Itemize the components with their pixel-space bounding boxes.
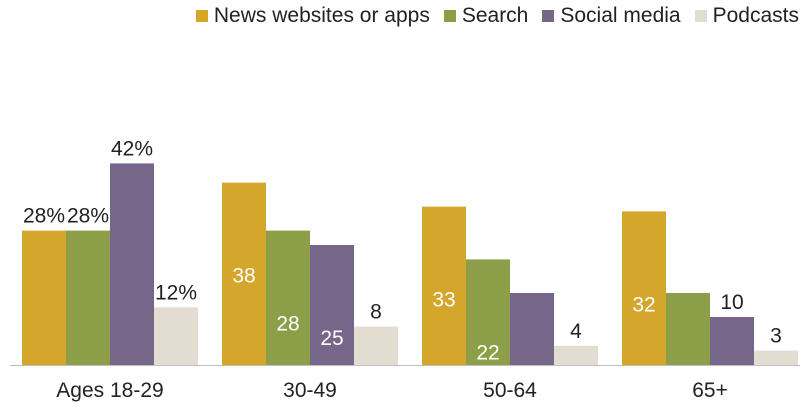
bar-news-65 [622, 211, 666, 365]
legend-label-social-media: Social media [560, 4, 681, 27]
data-label-podcasts-50-64: 4 [570, 320, 582, 343]
data-label-search-30-49: 28 [276, 313, 299, 336]
bar-social-media-65 [710, 317, 754, 365]
legend-swatch-social-media [542, 10, 555, 22]
data-label-search-65: 15 [676, 375, 699, 398]
bar-social-media-50-64 [510, 293, 554, 365]
legend-item-search: Search [443, 4, 529, 28]
legend-label-podcasts: Podcasts [712, 4, 799, 27]
data-label-podcasts-ages-18-29: 12% [155, 281, 197, 304]
legend-swatch-podcasts [694, 10, 707, 22]
data-label-podcasts-30-49: 8 [370, 301, 382, 324]
category-label-30-49: 30-49 [283, 379, 337, 402]
data-label-search-ages-18-29: 28% [67, 205, 109, 228]
data-label-social-media-65: 10 [720, 291, 743, 314]
category-label-65: 65+ [692, 379, 728, 402]
legend-label-news: News websites or apps [213, 4, 430, 27]
category-label-50-64: 50-64 [483, 379, 537, 402]
data-label-news-30-49: 38 [232, 265, 255, 288]
data-label-social-media-ages-18-29: 42% [111, 137, 153, 160]
data-label-search-50-64: 22 [476, 341, 499, 364]
data-label-social-media-50-64: 15 [520, 375, 543, 398]
legend-swatch-news [195, 10, 208, 22]
legend-item-news: News websites or apps [195, 4, 430, 28]
bar-podcasts-65 [754, 350, 798, 365]
data-label-podcasts-65: 3 [770, 325, 782, 348]
bar-search-30-49 [266, 230, 310, 365]
data-label-social-media-30-49: 25 [320, 327, 343, 350]
bar-podcasts-ages-18-29 [154, 307, 198, 365]
legend-label-search: Search [461, 4, 529, 27]
legend-item-podcasts: Podcasts [694, 4, 799, 28]
data-label-news-ages-18-29: 28% [23, 205, 65, 228]
data-label-news-50-64: 33 [432, 289, 455, 312]
bar-search-ages-18-29 [66, 230, 110, 365]
category-label-ages-18-29: Ages 18-29 [56, 379, 163, 402]
chart-legend: News websites or apps Search Social medi… [195, 2, 799, 30]
legend-item-social-media: Social media [542, 4, 681, 28]
bar-social-media-30-49 [310, 245, 354, 365]
bar-search-50-64 [466, 259, 510, 365]
bar-podcasts-50-64 [554, 345, 598, 365]
data-label-news-65: 32 [632, 293, 655, 316]
bar-social-media-ages-18-29 [110, 163, 154, 365]
bar-search-65 [666, 293, 710, 365]
bar-news-30-49 [222, 182, 266, 365]
bar-podcasts-30-49 [354, 326, 398, 365]
bar-news-50-64 [422, 206, 466, 365]
legend-swatch-search [443, 10, 456, 22]
bar-news-ages-18-29 [22, 230, 66, 365]
